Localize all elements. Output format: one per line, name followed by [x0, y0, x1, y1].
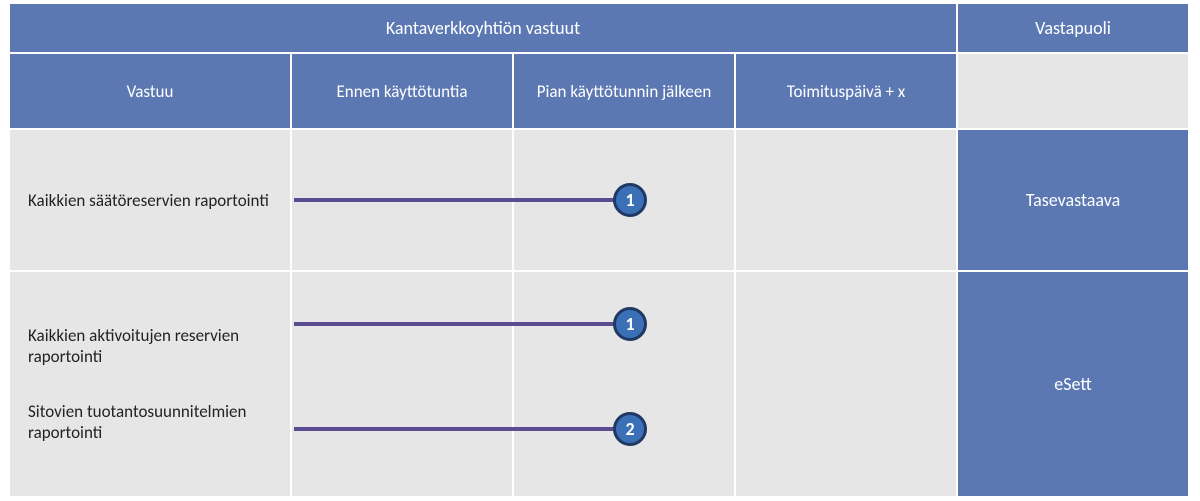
- header-right: Vastapuoli: [958, 4, 1188, 52]
- row1-col-pian: [514, 130, 734, 270]
- row1-col-toimitus: [736, 130, 956, 270]
- row2-col-pian: [514, 272, 734, 496]
- subheader-pian: Pian käyttötunnin jälkeen: [514, 54, 734, 128]
- row2-label-cell: Kaikkien aktivoitujen reservien raportoi…: [10, 272, 290, 496]
- row2-label-2: Sitovien tuotantosuunnitelmien raportoin…: [28, 401, 272, 443]
- row2-counterparty: eSett: [958, 272, 1188, 496]
- row1-counterparty: Tasevastaava: [958, 130, 1188, 270]
- row1-label-cell: Kaikkien säätöreservien raportointi: [10, 130, 290, 270]
- header-left: Kantaverkkoyhtiön vastuut: [10, 4, 956, 52]
- row2-label-1: Kaikkien aktivoitujen reservien raportoi…: [28, 325, 272, 367]
- responsibility-table: Kantaverkkoyhtiön vastuut Vastapuoli Vas…: [10, 4, 1190, 496]
- subheader-counterparty-blank: [958, 54, 1188, 128]
- row1-label-1: Kaikkien säätöreservien raportointi: [28, 190, 269, 211]
- subheader-vastuu: Vastuu: [10, 54, 290, 128]
- row1-col-ennen: [292, 130, 512, 270]
- row2-col-toimitus: [736, 272, 956, 496]
- subheader-toimitus: Toimituspäivä + x: [736, 54, 956, 128]
- subheader-ennen: Ennen käyttötuntia: [292, 54, 512, 128]
- row2-col-ennen: [292, 272, 512, 496]
